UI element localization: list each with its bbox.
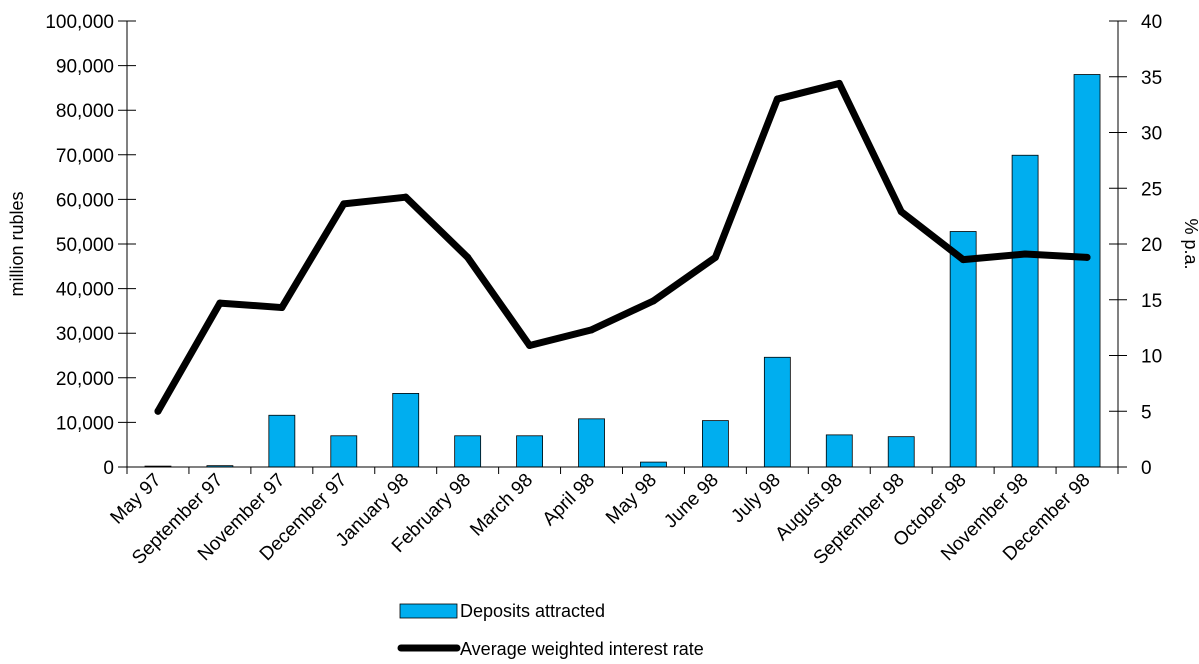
line-point — [402, 193, 410, 201]
y-right-tick-label: 20 — [1141, 235, 1162, 256]
x-tick-label: July 98 — [727, 470, 784, 527]
line-point — [1083, 253, 1091, 261]
line-point — [773, 95, 781, 103]
y-axis-right-title: % p.a. — [1181, 218, 1199, 269]
x-tick-label: April 98 — [539, 470, 599, 530]
y-left-tick-label: 90,000 — [56, 57, 114, 78]
y-left-tick-label: 20,000 — [56, 369, 114, 390]
line-series-interest-rate — [154, 79, 1091, 415]
axes: 0 10,000 20,000 30,000 40,000 50,000 60,000 70,… — [45, 12, 1162, 569]
y-left-tick-label: 60,000 — [56, 190, 114, 211]
y-right-tick-label: 35 — [1141, 68, 1162, 89]
bar — [516, 435, 543, 468]
bar — [640, 461, 667, 468]
y-left-tick-label: 70,000 — [56, 146, 114, 167]
x-tick-label: May 98 — [602, 470, 661, 529]
y-right-tick-label: 0 — [1141, 458, 1152, 479]
line-point — [278, 304, 286, 312]
legend: Deposits attracted Average weighted inte… — [397, 601, 704, 659]
y-left-tick-label: 80,000 — [56, 101, 114, 122]
line-point — [649, 297, 657, 305]
bar — [949, 231, 977, 468]
bar — [702, 420, 729, 468]
line-point — [464, 253, 472, 261]
y-right-tick-label: 40 — [1141, 12, 1162, 33]
line-point — [1021, 250, 1029, 258]
line-point — [711, 253, 719, 261]
y-left-tick-label: 10,000 — [56, 413, 114, 434]
line-point — [216, 299, 224, 307]
bar — [454, 435, 482, 468]
legend-label-deposits: Deposits attracted — [460, 601, 605, 621]
line-point — [588, 326, 596, 334]
bar — [330, 435, 358, 468]
y-axis-left-title: million rubles — [7, 191, 27, 296]
y-right-tick-label: 15 — [1141, 291, 1162, 312]
bar — [763, 356, 791, 468]
bar — [578, 418, 605, 468]
interest-rate-line — [154, 79, 1091, 415]
bar — [392, 393, 420, 468]
y-left-tick-label: 100,000 — [45, 12, 114, 33]
legend-label-interest-rate: Average weighted interest rate — [460, 639, 704, 659]
bar — [825, 434, 853, 468]
bar — [268, 414, 296, 468]
bar — [1073, 74, 1101, 468]
line-point — [154, 407, 162, 415]
y-left-tick-label: 50,000 — [56, 235, 114, 256]
y-right-tick-label: 25 — [1141, 179, 1162, 200]
x-tick-label: June 98 — [660, 470, 723, 533]
line-point — [340, 200, 348, 208]
bar — [887, 436, 915, 468]
line-point — [897, 208, 905, 216]
line-point — [959, 256, 967, 264]
line-point — [526, 341, 534, 349]
y-left-tick-label: 0 — [103, 458, 114, 479]
legend-swatch-deposits — [399, 603, 458, 619]
y-left-tick-label: 30,000 — [56, 324, 114, 345]
y-right-tick-label: 30 — [1141, 124, 1162, 145]
y-right-tick-label: 10 — [1141, 347, 1162, 368]
line-point — [835, 79, 843, 87]
x-tick-label: March 98 — [466, 470, 537, 541]
x-tick-label: May 97 — [107, 470, 166, 529]
bar — [1011, 154, 1039, 468]
y-right-tick-label: 5 — [1141, 402, 1152, 423]
bar-series-deposits — [144, 74, 1101, 468]
y-left-tick-label: 40,000 — [56, 280, 114, 301]
